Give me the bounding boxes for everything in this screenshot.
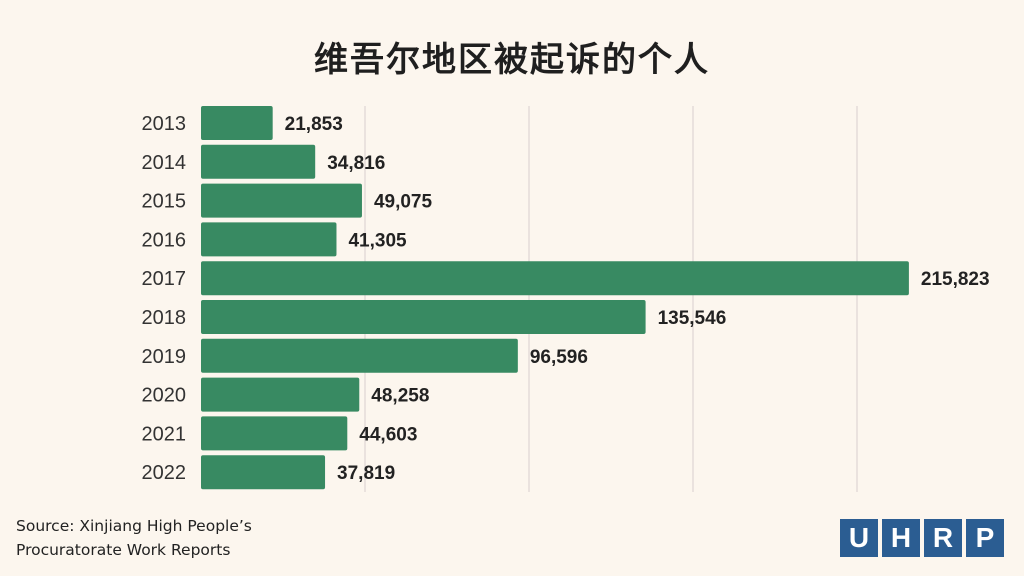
bar-2017 bbox=[201, 261, 909, 296]
category-label: 2013 bbox=[142, 113, 187, 135]
logo-letter-h: H bbox=[882, 519, 920, 557]
bar-2013 bbox=[201, 106, 273, 140]
logo-letter-p: P bbox=[966, 519, 1004, 557]
bar-2021 bbox=[201, 416, 348, 451]
source-line-2: Procuratorate Work Reports bbox=[16, 541, 231, 559]
source-note: Source: Xinjiang High People’s Procurato… bbox=[16, 514, 252, 562]
labels: 2013 21,853 2014 34,816 2015 49,075 2016 41,305… bbox=[142, 113, 990, 484]
value-label: 21,853 bbox=[285, 114, 343, 135]
bar-2015 bbox=[201, 183, 362, 218]
bar-2022 bbox=[201, 455, 326, 490]
value-label: 96,596 bbox=[530, 347, 588, 368]
bar-2019 bbox=[201, 338, 518, 373]
source-line-1: Source: Xinjiang High People’s bbox=[16, 517, 252, 535]
logo-letter-u: U bbox=[840, 519, 878, 557]
category-label: 2020 bbox=[142, 385, 187, 407]
bar-2020 bbox=[201, 377, 360, 412]
value-label: 44,603 bbox=[359, 424, 417, 445]
uhrp-logo: U H R P bbox=[840, 519, 1004, 557]
category-label: 2015 bbox=[142, 191, 187, 213]
bar-2018 bbox=[201, 300, 646, 334]
category-label: 2018 bbox=[142, 307, 187, 329]
chart-title: 维吾尔地区被起诉的个人 bbox=[314, 40, 710, 80]
value-label: 41,305 bbox=[348, 230, 407, 251]
category-label: 2017 bbox=[142, 268, 187, 290]
grid-lines bbox=[364, 106, 858, 492]
value-label: 48,258 bbox=[371, 386, 429, 407]
value-label: 49,075 bbox=[374, 192, 433, 213]
value-label: 37,819 bbox=[337, 463, 395, 484]
bar-2014 bbox=[201, 144, 316, 179]
bars bbox=[201, 106, 909, 490]
value-label: 135,546 bbox=[658, 308, 727, 329]
value-label: 34,816 bbox=[327, 153, 385, 174]
category-label: 2019 bbox=[142, 346, 187, 368]
category-label: 2014 bbox=[142, 152, 187, 174]
logo-letter-r: R bbox=[924, 519, 962, 557]
category-label: 2016 bbox=[142, 229, 187, 251]
bar-2016 bbox=[201, 222, 337, 257]
value-label: 215,823 bbox=[921, 269, 990, 290]
category-label: 2022 bbox=[142, 462, 187, 484]
category-label: 2021 bbox=[142, 423, 187, 445]
